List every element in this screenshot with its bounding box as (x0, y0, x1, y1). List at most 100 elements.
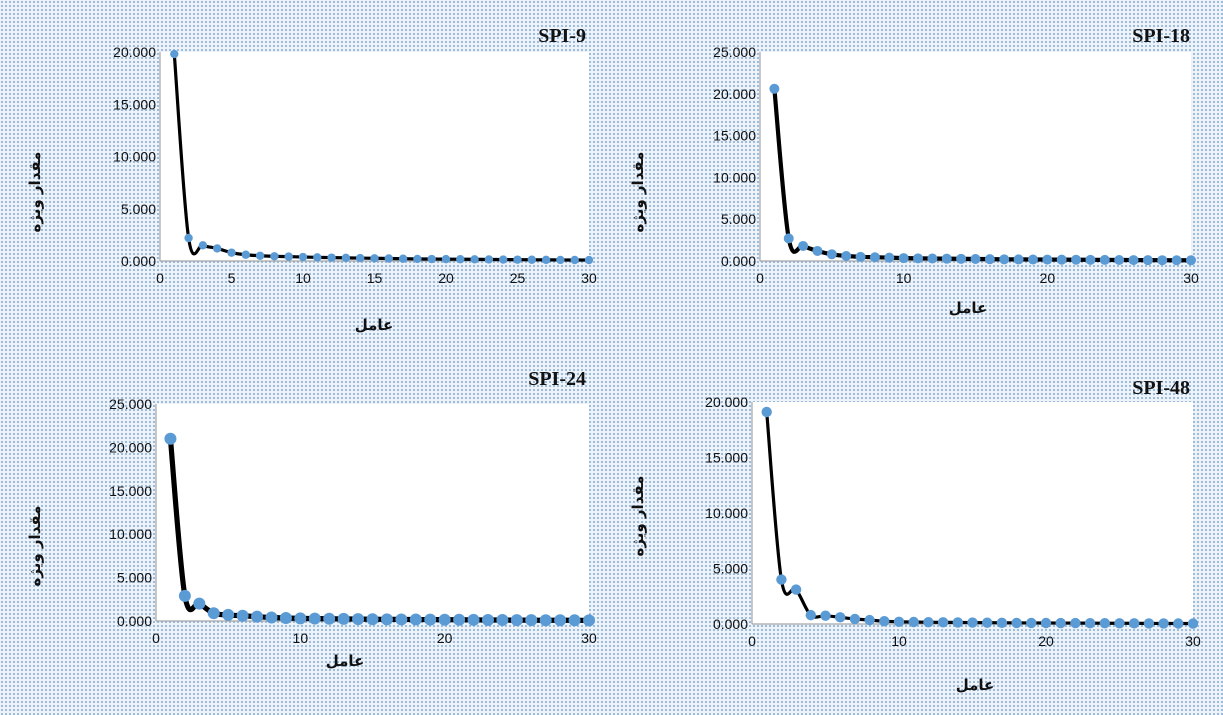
data-point (1027, 254, 1038, 265)
data-point (783, 233, 794, 244)
x-tick-label: 30 (1185, 633, 1201, 649)
plot-area (752, 402, 1193, 624)
x-tick-label: 0 (156, 270, 164, 286)
y-tick-label: 15.000 (109, 483, 152, 499)
x-tick-label: 25 (510, 270, 526, 286)
data-point (170, 49, 179, 59)
y-tick-label: 15.000 (705, 450, 748, 466)
x-tick-label: 0 (756, 270, 764, 286)
data-point (908, 616, 919, 628)
plot-area (160, 52, 589, 261)
data-point (1158, 618, 1169, 629)
x-axis-label: عامل (949, 299, 988, 317)
data-point (366, 613, 379, 626)
y-tick-label: 15.000 (713, 128, 756, 144)
x-tick-label: 20 (437, 630, 453, 646)
x-tick-label: 10 (295, 270, 311, 286)
x-tick-label: 20 (1040, 270, 1056, 286)
y-tick-label: 5.000 (721, 211, 756, 227)
y-tick-label: 0.000 (713, 616, 748, 632)
data-point (184, 233, 193, 243)
data-point (467, 613, 480, 626)
data-point (1114, 618, 1125, 629)
data-point (1055, 617, 1066, 629)
data-point (510, 614, 523, 627)
data-point (499, 255, 508, 264)
data-point (527, 255, 536, 264)
data-point (556, 255, 565, 265)
data-point (1040, 617, 1052, 629)
data-point (820, 610, 831, 621)
data-point (453, 613, 466, 626)
data-point (769, 83, 780, 94)
data-point (568, 614, 581, 627)
data-point (241, 250, 250, 259)
data-point (541, 255, 551, 265)
data-point (583, 614, 595, 627)
data-point (164, 432, 177, 445)
plot-area (156, 404, 589, 621)
data-point (1187, 618, 1199, 629)
data-point (913, 253, 924, 264)
data-point (352, 613, 365, 626)
data-point (313, 253, 322, 262)
data-point (284, 252, 293, 261)
data-point (1071, 254, 1082, 265)
chart-panel-spi-9: 0.000 5.000 10.000 15.000 20.000 0 5 10 15 20 25 30… (26, 25, 597, 334)
data-point (1099, 618, 1111, 629)
data-point (525, 614, 538, 627)
data-point (1026, 617, 1037, 629)
data-point (1070, 617, 1081, 629)
data-point (1129, 618, 1140, 629)
data-point (790, 584, 802, 595)
data-point (370, 254, 379, 263)
data-point (937, 617, 949, 628)
data-point (438, 613, 451, 626)
data-point (996, 617, 1008, 628)
y-tick-label: 15.000 (113, 96, 156, 112)
data-point (1011, 617, 1022, 629)
data-point (251, 610, 264, 623)
data-point (570, 255, 579, 265)
x-tick-label: 30 (581, 630, 597, 646)
data-point (1143, 618, 1155, 629)
y-tick-label: 25.000 (713, 44, 756, 60)
data-point (952, 617, 963, 628)
x-tick-label: 5 (228, 270, 236, 286)
y-tick-label: 0.000 (117, 613, 152, 629)
data-point (513, 255, 522, 264)
data-point (413, 254, 422, 264)
data-point (1084, 617, 1096, 629)
x-tick-label: 10 (293, 630, 309, 646)
y-tick-label: 20.000 (705, 394, 748, 410)
chart-panel-spi-18: 0.000 5.000 10.000 15.000 20.000 25.000 0 10 20 3… (629, 25, 1199, 317)
data-point (227, 248, 236, 257)
data-point (279, 611, 292, 624)
x-tick-label: 15 (367, 270, 383, 286)
y-tick-label: 10.000 (705, 505, 748, 521)
data-point (864, 614, 875, 626)
data-point (849, 613, 861, 625)
data-point (539, 614, 552, 627)
data-point (941, 253, 952, 264)
data-point (841, 250, 852, 261)
data-point (776, 574, 787, 585)
x-tick-label: 30 (1183, 270, 1199, 286)
data-point (496, 614, 509, 627)
data-point (409, 613, 422, 626)
x-tick-label: 0 (152, 630, 160, 646)
data-point (380, 613, 393, 626)
data-point (193, 597, 206, 610)
data-point (213, 244, 222, 253)
data-point (1114, 254, 1125, 265)
data-point (265, 611, 278, 624)
data-point (1056, 254, 1067, 265)
data-point (893, 616, 905, 627)
y-tick-label: 10.000 (109, 526, 152, 542)
chart-panel-spi-48: 0.000 5.000 10.000 15.000 20.000 0 10 20 30 SPI-4… (629, 377, 1201, 694)
chart-title: SPI-9 (538, 25, 586, 47)
y-axis-label: مقدار ویژه (629, 476, 647, 557)
y-tick-label: 20.000 (109, 439, 152, 455)
x-tick-label: 10 (896, 270, 912, 286)
